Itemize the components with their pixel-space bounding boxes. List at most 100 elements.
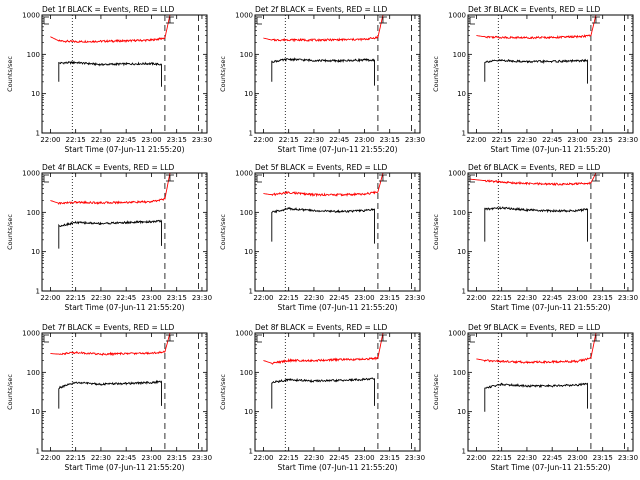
event-bracket-icon xyxy=(378,334,387,342)
y-tick-label: 100 xyxy=(27,209,40,217)
y-tick-label: 100 xyxy=(453,209,466,217)
x-tick-label: 22:00 xyxy=(40,136,60,144)
chart-title: Det 7f BLACK = Events, RED = LLD xyxy=(42,323,175,332)
y-tick-label: 1000 xyxy=(235,330,253,338)
x-axis-label: Start Time (07-Jun-11 21:55:20) xyxy=(278,463,398,472)
x-tick-label: 23:15 xyxy=(380,294,400,302)
x-tick-label: 23:00 xyxy=(141,454,161,462)
x-tick-label: 23:30 xyxy=(405,294,425,302)
y-tick-label: 1 xyxy=(36,130,40,138)
x-tick-label: 23:00 xyxy=(567,294,587,302)
event-bracket-icon xyxy=(591,174,600,182)
y-tick-label: 1000 xyxy=(235,12,253,20)
y-tick-label: 10 xyxy=(457,248,466,256)
y-tick-label: 1000 xyxy=(448,330,466,338)
x-tick-label: 22:45 xyxy=(329,294,349,302)
x-axis-label: Start Time (07-Jun-11 21:55:20) xyxy=(491,303,611,312)
x-tick-label: 22:30 xyxy=(91,454,111,462)
y-axis-label: Counts/sec xyxy=(219,214,227,250)
x-tick-label: 23:00 xyxy=(567,454,587,462)
x-axis-label: Start Time (07-Jun-11 21:55:20) xyxy=(491,463,611,472)
x-tick-label: 22:30 xyxy=(517,294,537,302)
y-axis-label: Counts/sec xyxy=(219,56,227,92)
chart-title: Det 2f BLACK = Events, RED = LLD xyxy=(255,5,388,14)
y-tick-label: 10 xyxy=(457,90,466,98)
start-bracket-icon xyxy=(256,334,262,343)
y-tick-label: 100 xyxy=(240,369,253,377)
series-line-lld xyxy=(263,14,384,43)
plot-frame xyxy=(41,172,208,292)
y-tick-label: 1 xyxy=(249,448,253,456)
plot-frame xyxy=(467,14,634,134)
y-tick-label: 1000 xyxy=(22,12,40,20)
x-tick-label: 23:15 xyxy=(167,454,187,462)
x-tick-label: 22:30 xyxy=(304,294,324,302)
y-tick-label: 100 xyxy=(453,51,466,59)
series-line-events xyxy=(271,377,375,409)
y-tick-label: 1 xyxy=(249,130,253,138)
x-tick-label: 22:00 xyxy=(40,454,60,462)
x-tick-label: 23:15 xyxy=(593,294,613,302)
y-tick-label: 1 xyxy=(462,288,466,296)
x-tick-label: 23:15 xyxy=(167,294,187,302)
series-line-events xyxy=(271,57,375,86)
y-tick-label: 100 xyxy=(453,369,466,377)
y-axis-label: Counts/sec xyxy=(6,214,14,250)
y-tick-label: 10 xyxy=(31,248,40,256)
x-tick-label: 23:30 xyxy=(405,454,425,462)
x-tick-label: 23:15 xyxy=(593,136,613,144)
y-tick-label: 1 xyxy=(249,288,253,296)
x-tick-label: 23:30 xyxy=(618,136,638,144)
x-tick-label: 22:00 xyxy=(466,136,486,144)
x-tick-label: 22:45 xyxy=(329,136,349,144)
start-bracket-icon xyxy=(256,174,262,183)
event-bracket-icon xyxy=(378,174,387,182)
x-tick-label: 22:00 xyxy=(253,136,273,144)
series-line-events xyxy=(58,379,162,409)
y-tick-label: 1000 xyxy=(22,170,40,178)
y-axis-label: Counts/sec xyxy=(432,374,440,410)
series-line-events xyxy=(484,382,588,412)
x-tick-label: 22:45 xyxy=(116,136,136,144)
y-axis-label: Counts/sec xyxy=(6,56,14,92)
event-bracket-icon xyxy=(591,334,600,342)
y-axis-label: Counts/sec xyxy=(6,374,14,410)
y-tick-label: 100 xyxy=(27,369,40,377)
chart-title: Det 1f BLACK = Events, RED = LLD xyxy=(42,5,175,14)
y-tick-label: 10 xyxy=(244,408,253,416)
x-tick-label: 23:30 xyxy=(192,294,212,302)
plot-frame xyxy=(467,332,634,452)
x-tick-label: 22:30 xyxy=(91,136,111,144)
x-tick-label: 22:30 xyxy=(91,294,111,302)
chart-title: Det 4f BLACK = Events, RED = LLD xyxy=(42,163,175,172)
x-tick-label: 22:15 xyxy=(66,294,86,302)
y-tick-label: 100 xyxy=(240,51,253,59)
x-tick-label: 23:15 xyxy=(380,136,400,144)
event-bracket-icon xyxy=(591,16,600,24)
plot-frame xyxy=(41,332,208,452)
event-bracket-icon xyxy=(378,16,387,24)
x-axis-label: Start Time (07-Jun-11 21:55:20) xyxy=(278,145,398,154)
x-tick-label: 22:30 xyxy=(517,136,537,144)
y-tick-label: 10 xyxy=(457,408,466,416)
x-tick-label: 22:30 xyxy=(517,454,537,462)
y-tick-label: 10 xyxy=(244,248,253,256)
y-tick-label: 1 xyxy=(462,130,466,138)
y-tick-label: 10 xyxy=(31,408,40,416)
x-tick-label: 23:30 xyxy=(618,294,638,302)
x-tick-label: 23:00 xyxy=(354,136,374,144)
start-bracket-icon xyxy=(43,16,49,25)
plot-frame xyxy=(467,172,634,292)
x-tick-label: 23:30 xyxy=(192,454,212,462)
x-tick-label: 22:00 xyxy=(466,454,486,462)
y-axis-label: Counts/sec xyxy=(219,374,227,410)
start-bracket-icon xyxy=(43,174,49,183)
chart-panel-5: Det 5f BLACK = Events, RED = LLD Counts/s… xyxy=(219,163,425,312)
y-tick-label: 1000 xyxy=(448,12,466,20)
chart-panel-9: Det 9f BLACK = Events, RED = LLD Counts/s… xyxy=(432,323,638,472)
x-tick-label: 23:00 xyxy=(354,294,374,302)
x-tick-label: 22:00 xyxy=(466,294,486,302)
x-tick-label: 22:45 xyxy=(329,454,349,462)
x-tick-label: 22:15 xyxy=(279,136,299,144)
